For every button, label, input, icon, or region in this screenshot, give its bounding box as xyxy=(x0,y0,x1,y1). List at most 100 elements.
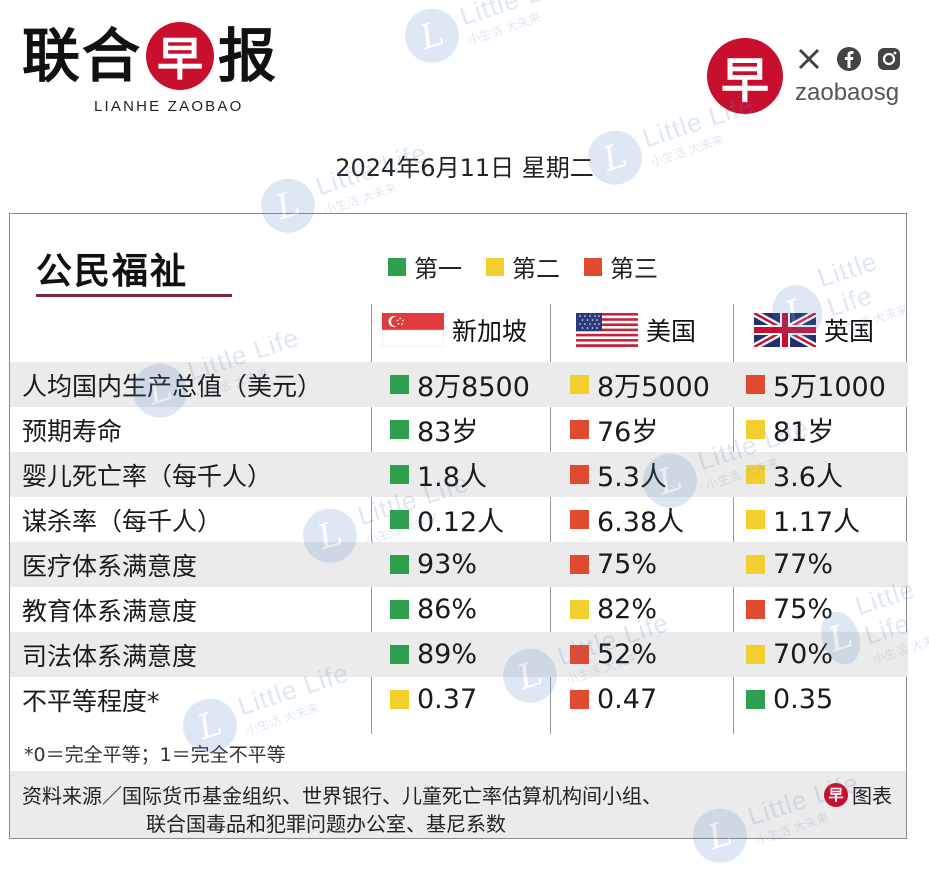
value-cell: 93% xyxy=(390,549,477,580)
value-cell: 0.35 xyxy=(746,684,833,715)
row-label: 司法体系满意度 xyxy=(22,641,198,671)
row-label: 人均国内生产总值（美元） xyxy=(22,371,323,401)
legend-label: 第三 xyxy=(610,255,658,283)
country-name: 英国 xyxy=(824,317,875,346)
rank-marker xyxy=(746,555,765,574)
source-text-line1: 资料来源／国际货币基金组织、世界银行、儿童死亡率估算机构间小组、 xyxy=(22,784,662,808)
watermark-logo-icon: L xyxy=(397,1,466,70)
welfare-panel: 公民福祉 第一 第二 第三 新加坡 xyxy=(9,213,908,839)
value-cell: 5.3人 xyxy=(570,455,667,494)
value-text: 75% xyxy=(773,594,834,625)
value-cell: 52% xyxy=(570,639,657,670)
table-row: 预期寿命 83岁 76岁 81岁 xyxy=(10,407,908,452)
social-handle: zaobaosg xyxy=(795,79,900,106)
column-divider xyxy=(371,304,372,734)
watermark-text: Little Life xyxy=(456,0,575,32)
value-text: 5万1000 xyxy=(773,372,886,403)
country-header-uk: 英国 xyxy=(754,310,874,350)
value-text: 75% xyxy=(597,549,658,580)
value-text: 5.3人 xyxy=(597,462,667,493)
country-name: 美国 xyxy=(646,317,697,346)
value-text: 8万5000 xyxy=(597,372,710,403)
value-cell: 70% xyxy=(746,639,833,670)
value-cell: 1.8人 xyxy=(390,455,487,494)
table-row: 婴儿死亡率（每千人） 1.8人 5.3人 3.6人 xyxy=(10,452,908,497)
rank-marker xyxy=(390,375,409,394)
rank-marker xyxy=(746,510,765,529)
usa-flag-icon xyxy=(576,313,638,347)
row-label: 预期寿命 xyxy=(22,416,123,446)
brand-logo: 联 合 早 报 LIANHE ZAOBAO xyxy=(22,22,278,115)
value-cell: 75% xyxy=(746,594,833,625)
row-label: 教育体系满意度 xyxy=(22,596,198,626)
column-divider xyxy=(733,304,734,734)
value-cell: 77% xyxy=(746,549,833,580)
rank-legend: 第一 第二 第三 xyxy=(388,249,658,284)
value-cell: 8万5000 xyxy=(570,365,710,404)
value-text: 82% xyxy=(597,594,658,625)
country-header-singapore: 新加坡 xyxy=(382,310,527,350)
zaobao-logo: 早 xyxy=(707,38,783,114)
zaobao-mini-logo: 早 xyxy=(824,782,848,807)
rank-marker xyxy=(570,375,589,394)
legend-label: 第一 xyxy=(414,255,462,283)
table-row: 人均国内生产总值（美元） 8万8500 8万5000 5万1000 xyxy=(10,362,908,407)
brand-latin: LIANHE ZAOBAO xyxy=(94,98,244,115)
rank-marker xyxy=(390,420,409,439)
rank-marker xyxy=(570,645,589,664)
value-text: 81岁 xyxy=(773,417,835,448)
table-row: 谋杀率（每千人） 0.12人 6.38人 1.17人 xyxy=(10,497,908,542)
column-divider xyxy=(550,304,551,734)
value-cell: 0.47 xyxy=(570,684,657,715)
singapore-flag-icon xyxy=(382,313,444,347)
value-text: 83岁 xyxy=(417,417,479,448)
row-label: 谋杀率（每千人） xyxy=(22,506,223,536)
value-text: 77% xyxy=(773,549,834,580)
country-name: 新加坡 xyxy=(452,317,528,346)
footnote: *0＝完全平等；1＝完全不平等 xyxy=(24,744,286,766)
brand-char: 合 xyxy=(82,22,143,90)
value-text: 70% xyxy=(773,639,834,670)
table-row: 司法体系满意度 89% 52% 70% xyxy=(10,632,908,677)
rank-marker xyxy=(390,645,409,664)
row-label: 不平等程度* xyxy=(22,686,160,716)
social-block: 早 zaobaosg xyxy=(707,38,903,114)
facebook-icon[interactable] xyxy=(835,45,863,73)
value-cell: 8万8500 xyxy=(390,365,530,404)
rank-marker xyxy=(570,510,589,529)
brand-char: 报 xyxy=(218,22,279,90)
rank-marker xyxy=(746,465,765,484)
rank-marker xyxy=(570,465,589,484)
x-icon[interactable] xyxy=(795,45,823,73)
value-cell: 76岁 xyxy=(570,410,658,449)
watermark-subtext: 小生活 大未来 xyxy=(466,10,543,48)
value-cell: 89% xyxy=(390,639,477,670)
row-label: 医疗体系满意度 xyxy=(22,551,198,581)
value-text: 89% xyxy=(417,639,478,670)
value-cell: 86% xyxy=(390,594,477,625)
rank-marker xyxy=(570,555,589,574)
value-text: 8万8500 xyxy=(417,372,530,403)
value-text: 76岁 xyxy=(597,417,659,448)
instagram-icon[interactable] xyxy=(875,45,903,73)
value-cell: 6.38人 xyxy=(570,500,684,539)
value-cell: 3.6人 xyxy=(746,455,843,494)
value-text: 52% xyxy=(597,639,658,670)
value-text: 0.37 xyxy=(417,684,478,715)
country-header-usa: 美国 xyxy=(576,310,696,350)
value-text: 0.47 xyxy=(597,684,658,715)
chart-tag-label: 图表 xyxy=(852,784,892,808)
uk-flag-icon xyxy=(754,313,816,347)
rank-marker xyxy=(746,375,765,394)
value-cell: 82% xyxy=(570,594,657,625)
rank-marker xyxy=(390,600,409,619)
brand-char: 联 xyxy=(22,22,83,90)
legend-item-third: 第三 xyxy=(584,249,658,284)
source-text-line2: 联合国毒品和犯罪问题办公室、基尼系数 xyxy=(146,812,506,836)
rank-marker xyxy=(390,510,409,529)
value-text: 3.6人 xyxy=(773,462,843,493)
title-underline xyxy=(36,294,232,297)
value-cell: 81岁 xyxy=(746,410,834,449)
value-text: 6.38人 xyxy=(597,507,685,538)
